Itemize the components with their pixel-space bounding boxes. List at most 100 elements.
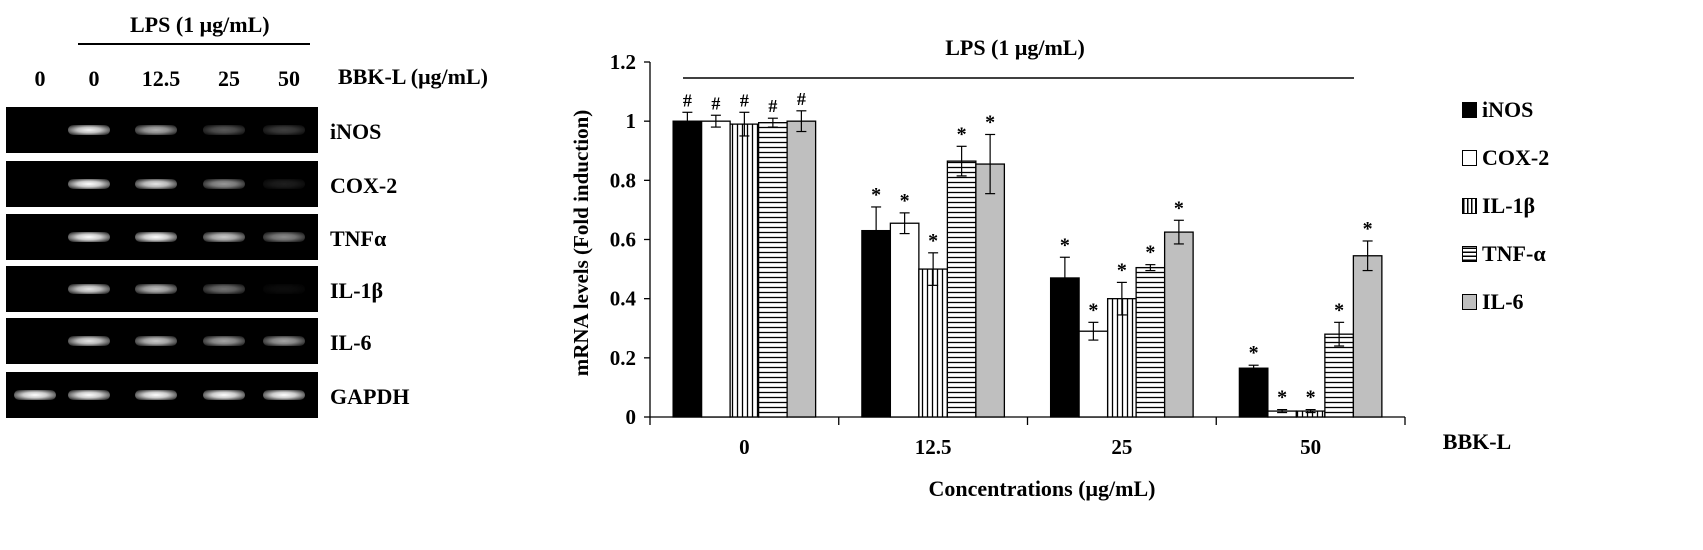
lane-label: 12.5 xyxy=(141,66,181,91)
significance-mark: # xyxy=(740,90,749,110)
y-tick-label: 0.6 xyxy=(610,228,636,252)
significance-mark: # xyxy=(768,96,777,116)
y-tick-label: 1 xyxy=(626,109,637,133)
significance-mark: * xyxy=(1334,299,1344,321)
legend-label: TNF-α xyxy=(1482,241,1546,266)
gel-band xyxy=(263,336,305,346)
gel-band xyxy=(135,125,177,135)
bar xyxy=(946,160,977,418)
bar xyxy=(786,120,817,418)
bar xyxy=(672,120,703,418)
y-tick-label: 0.2 xyxy=(610,346,636,370)
x-axis-label: Concentrations (μg/mL) xyxy=(929,476,1156,501)
gel-band xyxy=(68,284,110,294)
gel-band xyxy=(203,284,245,294)
bar xyxy=(700,120,731,418)
legend-swatch xyxy=(1462,150,1477,166)
x-tick-label: 25 xyxy=(1111,435,1132,459)
chart-title: LPS (1 μg/mL) xyxy=(945,35,1085,60)
legend-swatch xyxy=(1462,246,1477,262)
legend-label: IL-1β xyxy=(1482,193,1536,218)
bar xyxy=(729,123,760,418)
significance-mark: * xyxy=(1060,234,1070,256)
gene-label-cox2: COX-2 xyxy=(330,173,398,198)
gel-band xyxy=(203,125,245,135)
significance-mark: * xyxy=(1249,342,1259,364)
gel-strip-il1b xyxy=(6,266,318,312)
lane-label: 25 xyxy=(218,66,240,91)
gel-band xyxy=(135,284,177,294)
significance-mark: * xyxy=(900,190,910,212)
bar xyxy=(1163,231,1194,418)
gel-band xyxy=(203,179,245,189)
gel-lps-header: LPS (1 μg/mL) xyxy=(130,12,270,37)
gel-band xyxy=(68,232,110,242)
x-tick-label: 0 xyxy=(739,435,750,459)
gene-label-gapdh: GAPDH xyxy=(330,384,410,409)
y-axis-label: mRNA levels (Fold induction) xyxy=(569,110,593,377)
gel-band xyxy=(203,390,245,400)
bar xyxy=(1238,367,1269,418)
gel-bbk-header: BBK-L (μg/mL) xyxy=(338,64,488,89)
bbk-side-label: BBK-L xyxy=(1443,429,1511,454)
gel-lps-line xyxy=(78,43,310,45)
gel-band xyxy=(135,336,177,346)
bar xyxy=(861,229,892,418)
legend-swatch xyxy=(1462,294,1477,310)
legend-item: iNOS xyxy=(1462,97,1534,122)
significance-mark: * xyxy=(871,184,881,206)
significance-mark: * xyxy=(1088,299,1098,321)
y-tick-label: 0 xyxy=(626,405,637,429)
gel-band xyxy=(68,179,110,189)
legend-label: iNOS xyxy=(1482,97,1534,122)
significance-mark: * xyxy=(985,111,995,133)
bar xyxy=(918,268,949,418)
gene-label-il6: IL-6 xyxy=(330,330,372,355)
gel-strip-inos xyxy=(6,107,318,153)
legend-swatch xyxy=(1462,102,1477,118)
legend-swatch xyxy=(1462,198,1477,214)
significance-mark: * xyxy=(1117,259,1127,281)
gel-band xyxy=(68,390,110,400)
bar xyxy=(1352,255,1383,418)
gel-band xyxy=(135,179,177,189)
legend-item: COX-2 xyxy=(1462,145,1550,170)
gene-label-inos: iNOS xyxy=(330,119,382,144)
gel-band xyxy=(263,390,305,400)
gel-strip-cox2 xyxy=(6,161,318,207)
gel-band xyxy=(203,336,245,346)
y-tick-label: 0.4 xyxy=(610,287,637,311)
x-tick-label: 50 xyxy=(1300,435,1321,459)
bar xyxy=(1324,333,1355,418)
gel-strip-gapdh xyxy=(6,372,318,418)
bar xyxy=(757,121,788,418)
significance-mark: * xyxy=(928,230,938,252)
bar xyxy=(889,222,920,418)
gel-band xyxy=(203,232,245,242)
legend-item: TNF-α xyxy=(1462,241,1546,266)
legend-item: IL-6 xyxy=(1462,289,1524,314)
gel-band xyxy=(68,336,110,346)
gel-band xyxy=(135,232,177,242)
legend-label: IL-6 xyxy=(1482,289,1524,314)
gel-band xyxy=(263,284,305,294)
significance-mark: # xyxy=(797,89,806,109)
bar xyxy=(1106,298,1137,418)
significance-mark: * xyxy=(1363,218,1373,240)
y-tick-label: 0.8 xyxy=(610,168,636,192)
gel-strip-il6 xyxy=(6,318,318,364)
gel-strip-tnfa xyxy=(6,214,318,260)
bar xyxy=(1135,266,1166,418)
y-tick-label: 1.2 xyxy=(610,50,636,74)
significance-mark: # xyxy=(711,93,720,113)
gene-label-tnfa: TNFα xyxy=(330,226,387,251)
gene-label-il1b: IL-1β xyxy=(330,278,384,303)
gel-band xyxy=(263,232,305,242)
bar xyxy=(1049,277,1080,418)
significance-mark: * xyxy=(1306,387,1316,409)
x-tick-label: 12.5 xyxy=(915,435,952,459)
legend-item: IL-1β xyxy=(1462,193,1536,218)
legend-label: COX-2 xyxy=(1482,145,1550,170)
significance-mark: * xyxy=(1174,197,1184,219)
